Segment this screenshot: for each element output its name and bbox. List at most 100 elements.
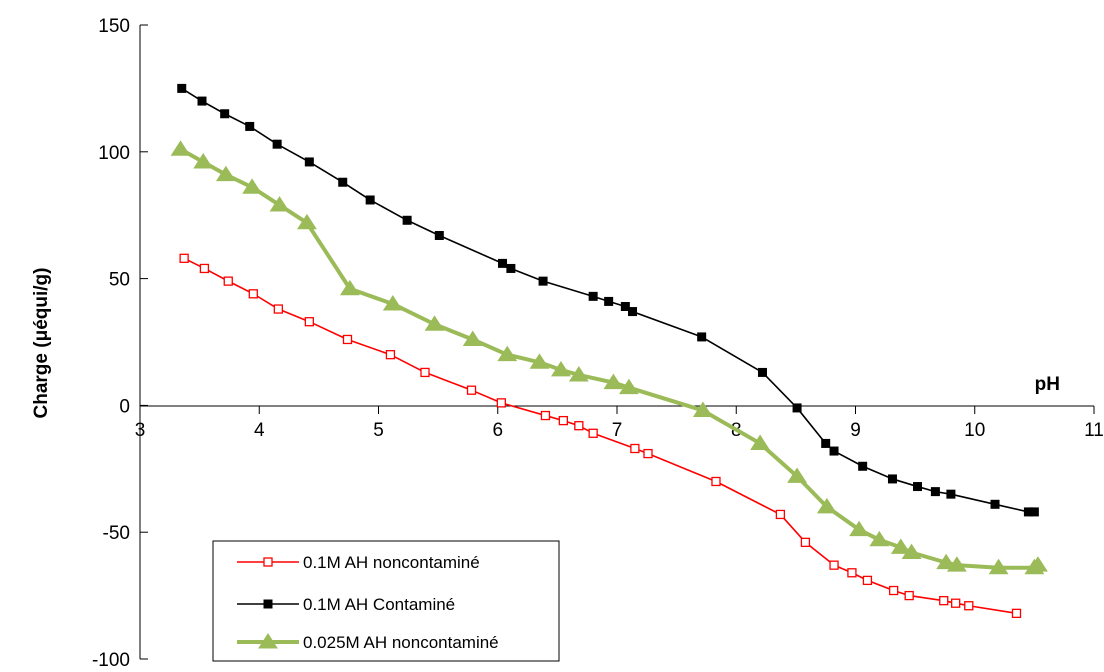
x-tick-label: 6 bbox=[492, 420, 503, 441]
data-point bbox=[620, 301, 630, 311]
data-point bbox=[887, 474, 897, 484]
data-point bbox=[829, 560, 839, 570]
data-point bbox=[402, 215, 412, 225]
legend: 0.1M AH noncontaminé 0.1M AH Contaminé 0.0… bbox=[212, 540, 560, 662]
y-tick-label: 0 bbox=[119, 396, 130, 417]
data-point bbox=[568, 366, 589, 382]
y-tick-label: -100 bbox=[92, 650, 130, 671]
data-point bbox=[193, 153, 214, 169]
data-point bbox=[179, 253, 189, 263]
data-point bbox=[821, 438, 831, 448]
data-point bbox=[538, 276, 548, 286]
data-point bbox=[365, 195, 375, 205]
data-point bbox=[829, 446, 839, 456]
y-tick-label: 100 bbox=[98, 143, 130, 164]
data-point bbox=[862, 575, 873, 586]
data-point bbox=[462, 330, 483, 346]
data-point bbox=[858, 461, 868, 471]
data-point bbox=[619, 378, 639, 395]
y-tick-label: 150 bbox=[98, 16, 130, 37]
x-tick-label: 5 bbox=[373, 420, 384, 441]
legend-item: 0.025M AH noncontaminé bbox=[237, 633, 499, 652]
data-point bbox=[939, 596, 949, 606]
legend-marker bbox=[263, 599, 273, 609]
data-point bbox=[273, 304, 283, 314]
data-point bbox=[342, 334, 353, 345]
y-tick-label: -50 bbox=[103, 523, 130, 544]
data-point bbox=[304, 157, 314, 167]
data-point bbox=[904, 590, 914, 601]
data-point bbox=[913, 482, 923, 492]
data-point bbox=[936, 553, 957, 570]
data-point bbox=[420, 367, 430, 378]
y-tick-label: 50 bbox=[109, 270, 130, 291]
series-line bbox=[179, 147, 1040, 570]
series-1 bbox=[179, 253, 1022, 619]
data-point bbox=[248, 289, 258, 299]
x-tick-label: 4 bbox=[254, 420, 265, 441]
legend-label: 0.1M AH Contaminé bbox=[303, 595, 455, 614]
data-point bbox=[385, 350, 396, 360]
data-point bbox=[540, 410, 551, 421]
data-point bbox=[692, 401, 713, 417]
data-point bbox=[498, 258, 508, 268]
data-point bbox=[951, 598, 961, 608]
data-point bbox=[849, 520, 869, 537]
data-point bbox=[496, 398, 506, 408]
series-layer bbox=[170, 83, 1048, 619]
data-point bbox=[792, 403, 802, 413]
data-point bbox=[901, 543, 922, 559]
data-point bbox=[697, 332, 707, 342]
data-point bbox=[424, 315, 445, 331]
data-point bbox=[889, 585, 899, 596]
data-point bbox=[245, 121, 255, 131]
data-point bbox=[990, 499, 1000, 509]
data-point bbox=[197, 96, 207, 106]
data-point bbox=[787, 467, 807, 483]
x-tick-label: 9 bbox=[850, 420, 861, 441]
data-point bbox=[628, 307, 638, 317]
x-tick-label: 10 bbox=[964, 420, 985, 441]
data-point bbox=[750, 434, 771, 450]
y-axis-title: Charge (μéqui/g) bbox=[31, 268, 52, 419]
data-point bbox=[339, 279, 360, 296]
data-point bbox=[434, 230, 444, 240]
data-point bbox=[603, 373, 624, 390]
data-point bbox=[551, 360, 571, 377]
data-point bbox=[604, 296, 614, 306]
data-point bbox=[297, 213, 317, 230]
legend-item: 0.1M AH Contaminé bbox=[237, 595, 455, 614]
data-point bbox=[242, 178, 263, 194]
data-point bbox=[930, 487, 940, 497]
data-point bbox=[847, 568, 857, 578]
data-point bbox=[588, 428, 598, 438]
legend-label: 0.025M AH noncontaminé bbox=[303, 633, 499, 652]
x-axis-title: pH bbox=[1035, 374, 1060, 395]
data-point bbox=[630, 443, 640, 454]
data-point bbox=[215, 165, 236, 182]
data-point bbox=[964, 601, 974, 611]
x-tick-label: 7 bbox=[612, 420, 623, 441]
series-3 bbox=[170, 140, 1048, 575]
data-point bbox=[800, 537, 811, 547]
data-point bbox=[890, 538, 911, 554]
data-point bbox=[869, 530, 890, 547]
data-point bbox=[272, 139, 282, 149]
data-point bbox=[816, 497, 837, 514]
data-point bbox=[775, 509, 786, 520]
data-point bbox=[946, 489, 956, 499]
series-2 bbox=[177, 83, 1039, 517]
legend-marker bbox=[263, 557, 273, 567]
data-point bbox=[177, 83, 187, 93]
x-tick-label: 3 bbox=[135, 420, 146, 441]
data-point bbox=[757, 367, 767, 377]
data-point bbox=[1011, 608, 1022, 619]
data-point bbox=[711, 476, 721, 487]
data-point bbox=[988, 558, 1009, 575]
legend-item: 0.1M AH noncontaminé bbox=[237, 553, 480, 572]
data-point bbox=[588, 291, 598, 301]
data-point bbox=[382, 295, 403, 311]
data-point bbox=[269, 196, 290, 212]
